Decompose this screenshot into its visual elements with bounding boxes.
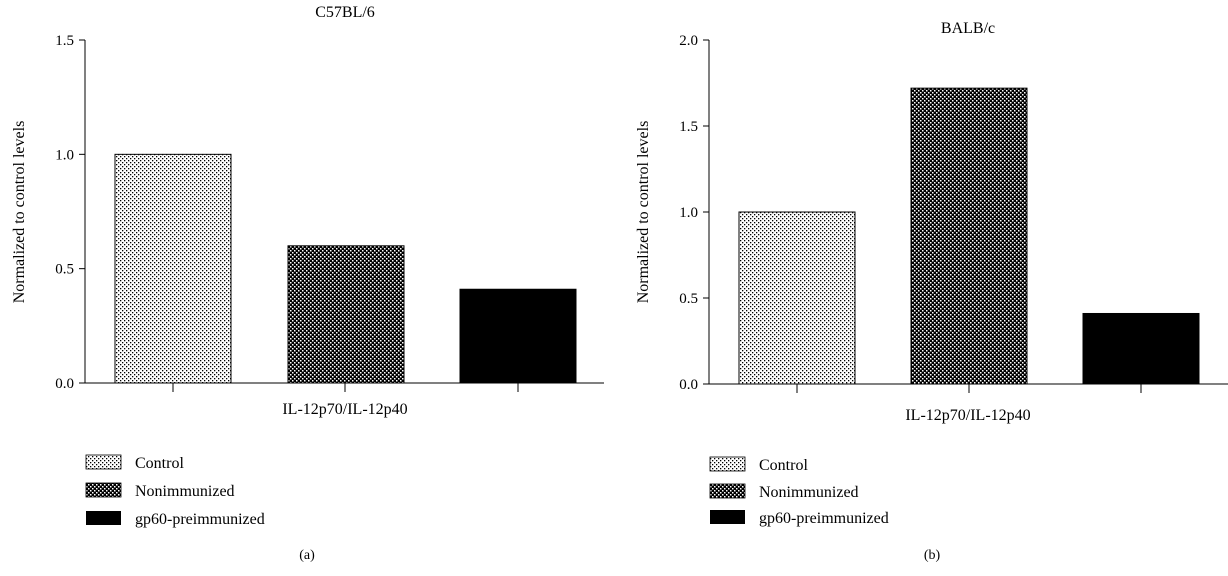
bar-control [738, 211, 856, 385]
legend-swatch-nonimmunized [85, 482, 122, 498]
bar-nonimmunized [910, 87, 1028, 385]
legend-swatch-gp60 [710, 510, 745, 524]
bars [114, 153, 577, 384]
y-axis-label: Normalized to control levels [635, 121, 652, 304]
chart-panel-a: C57BL/6 Normalized to control levels IL-… [11, 4, 604, 563]
legend-swatch-nonimmunized [709, 483, 746, 499]
chart-title: BALB/c [941, 20, 995, 37]
y-tick-label: 0.5 [55, 262, 74, 278]
y-tick-label: 1.5 [55, 33, 74, 49]
chart-title: C57BL/6 [315, 4, 375, 21]
y-tick-label: 1.5 [679, 119, 698, 135]
y-axis-label: Normalized to control levels [11, 121, 28, 304]
chart-panel-b: BALB/c Normalized to control levels IL-1… [635, 20, 1228, 563]
x-axis-label: IL-12p70/IL-12p40 [905, 407, 1030, 424]
y-tick-label: 0.0 [55, 376, 74, 392]
legend: Control Nonimmunized gp60-preimmunized [709, 456, 889, 527]
bar-gp60-preimmunized [1082, 312, 1200, 385]
legend-label-nonimmunized: Nonimmunized [135, 483, 235, 500]
legend-label-gp60: gp60-preimmunized [759, 510, 889, 527]
legend-swatch-control [709, 456, 746, 472]
panel-label: (b) [924, 548, 941, 563]
bar-nonimmunized [287, 245, 405, 384]
legend-label-control: Control [135, 455, 184, 472]
x-axis-label: IL-12p70/IL-12p40 [282, 401, 407, 418]
legend-swatch-control [85, 454, 122, 470]
bars [738, 87, 1200, 385]
y-tick-label: 0.5 [679, 291, 698, 307]
y-tick-label: 1.0 [55, 147, 74, 163]
legend-label-control: Control [759, 457, 808, 474]
panel-label: (a) [299, 548, 315, 563]
legend-label-nonimmunized: Nonimmunized [759, 484, 859, 501]
y-tick-label: 1.0 [679, 205, 698, 221]
legend-label-gp60: gp60-preimmunized [135, 511, 265, 528]
bar-control [114, 153, 232, 384]
y-tick-label: 0.0 [679, 377, 698, 393]
y-tick-label: 2.0 [679, 33, 698, 49]
bar-gp60-preimmunized [459, 288, 577, 384]
legend-swatch-gp60 [86, 511, 121, 525]
legend: Control Nonimmunized gp60-preimmunized [85, 454, 265, 528]
